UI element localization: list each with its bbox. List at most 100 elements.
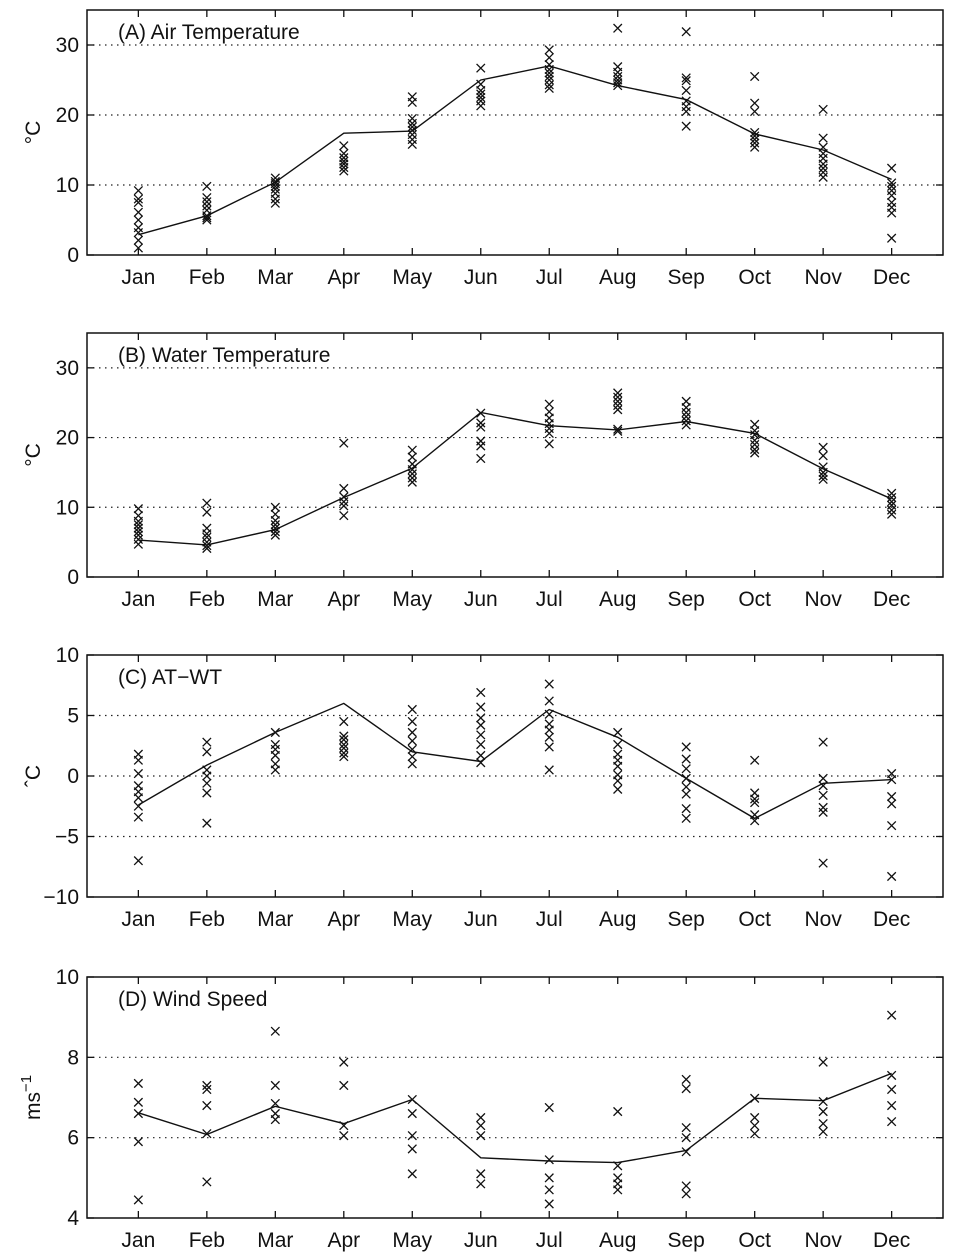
scatter-point xyxy=(886,492,897,503)
y-tick-label: 4 xyxy=(67,1207,79,1230)
scatter-point xyxy=(613,1106,623,1117)
scatter-point xyxy=(407,473,417,483)
scatter-point xyxy=(613,776,623,786)
scatter-point xyxy=(818,159,828,169)
scatter-point xyxy=(476,739,486,750)
scatter-point xyxy=(681,85,691,96)
scatter-point xyxy=(613,727,623,738)
scatter-point xyxy=(681,789,691,799)
x-tick-label: May xyxy=(392,1229,432,1252)
scatter-point xyxy=(407,97,417,108)
scatter-point xyxy=(270,194,280,204)
scatter-point xyxy=(544,52,554,63)
y-tick-label: 30 xyxy=(56,34,79,57)
scatter-point xyxy=(886,178,897,188)
scatter-point xyxy=(202,213,212,223)
scatter-point xyxy=(476,687,486,698)
scatter-point xyxy=(886,774,897,785)
scatter-point xyxy=(818,807,828,817)
scatter-point xyxy=(613,739,623,750)
x-tick-label: Jun xyxy=(464,1229,498,1252)
scatter-point xyxy=(750,797,760,808)
scatter-point xyxy=(270,515,280,526)
scatter-point xyxy=(407,122,417,132)
scatter-point xyxy=(339,141,349,151)
scatter-point xyxy=(750,448,760,458)
scatter-point xyxy=(202,181,212,192)
scatter-point xyxy=(407,704,417,715)
scatter-point xyxy=(202,192,212,203)
scatter-point xyxy=(681,1084,691,1094)
scatter-point xyxy=(407,139,417,150)
scatter-point xyxy=(476,85,486,96)
scatter-point xyxy=(613,80,623,91)
y-tick-label: 0 xyxy=(67,244,79,267)
scatter-point xyxy=(407,477,417,487)
scatter-point xyxy=(407,452,417,462)
scatter-point xyxy=(133,523,144,533)
x-tick-label: May xyxy=(392,908,432,931)
scatter-point xyxy=(133,1108,144,1119)
scatter-point xyxy=(750,1120,760,1131)
scatter-point xyxy=(818,474,828,485)
scatter-point xyxy=(133,235,144,245)
scatter-point xyxy=(681,1181,691,1191)
x-tick-label: Sep xyxy=(668,908,705,931)
x-tick-label: Sep xyxy=(668,588,705,611)
scatter-point xyxy=(476,1120,486,1131)
x-tick-label: Aug xyxy=(599,266,636,289)
scatter-point xyxy=(476,1169,486,1179)
y-tick-label: 20 xyxy=(56,104,79,127)
scatter-point xyxy=(202,529,212,539)
scatter-point xyxy=(133,227,144,238)
scatter-point xyxy=(750,1093,760,1103)
scatter-point xyxy=(407,118,417,129)
panel-title: (C) AT−WT xyxy=(118,666,222,689)
scatter-point xyxy=(339,739,349,750)
panel-title: (A) Air Temperature xyxy=(118,21,300,44)
scatter-point xyxy=(133,856,144,866)
x-tick-label: Aug xyxy=(599,908,636,931)
scatter-point xyxy=(681,411,691,422)
scatter-point xyxy=(750,444,760,455)
scatter-point xyxy=(886,871,897,882)
scatter-point xyxy=(133,539,144,549)
scatter-point xyxy=(681,754,691,764)
scatter-point xyxy=(544,71,554,82)
scatter-point xyxy=(613,23,623,33)
axes-frame xyxy=(86,976,944,1219)
scatter-point xyxy=(270,727,280,738)
scatter-point xyxy=(476,750,486,761)
scatter-point xyxy=(133,215,144,225)
scatter-point xyxy=(133,1078,144,1089)
scatter-point xyxy=(339,1057,349,1067)
x-tick-label: Jan xyxy=(121,266,155,289)
scatter-point xyxy=(133,504,144,514)
scatter-point xyxy=(544,428,554,439)
scatter-point xyxy=(886,197,897,208)
scatter-point xyxy=(407,751,417,762)
scatter-point xyxy=(886,233,897,243)
scatter-point xyxy=(750,794,760,804)
scatter-point xyxy=(133,185,144,196)
panel-a: Jan Feb Mar Apr May Jun Jul Aug Sep Oct Nov Dec 0 10 2… xyxy=(22,9,944,289)
y-axis-label-superscript: −1 xyxy=(18,1075,35,1092)
scatter-point xyxy=(133,527,144,537)
scatter-point xyxy=(270,527,280,537)
scatter-point xyxy=(750,127,760,138)
scatter-point xyxy=(476,1179,486,1189)
scatter-point xyxy=(133,197,144,208)
scatter-point xyxy=(681,106,691,117)
scatter-point xyxy=(339,510,349,521)
x-tick-label: Feb xyxy=(189,1229,225,1252)
scatter-point xyxy=(407,1108,417,1119)
scatter-point xyxy=(886,163,897,173)
scatter-point xyxy=(407,1094,417,1105)
x-tick-label: Oct xyxy=(738,1229,771,1252)
scatter-point xyxy=(133,223,144,233)
scatter-point xyxy=(407,464,417,475)
x-tick-label: Nov xyxy=(804,1229,842,1252)
scatter-point xyxy=(202,1128,212,1139)
scatter-point xyxy=(818,1057,828,1067)
scatter-point xyxy=(681,121,691,131)
